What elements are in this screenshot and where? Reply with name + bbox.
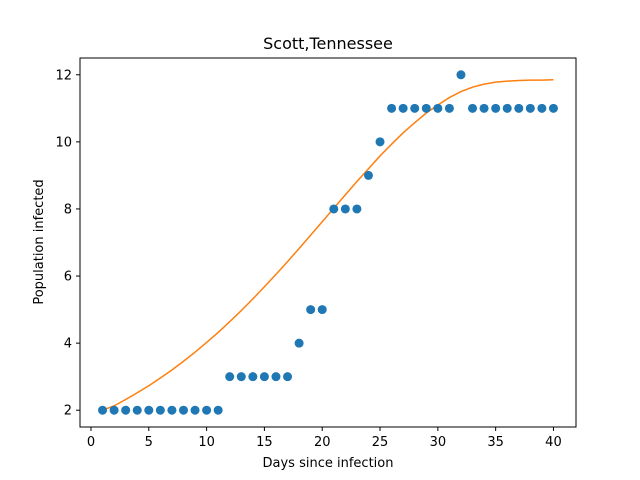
- x-tick-label: 25: [372, 435, 389, 450]
- data-point: [329, 204, 339, 214]
- data-point: [456, 70, 466, 80]
- data-point: [271, 372, 281, 382]
- data-point: [121, 405, 131, 415]
- data-point: [259, 372, 269, 382]
- fit-line: [102, 79, 554, 411]
- x-tick-label: 40: [545, 435, 562, 450]
- plot-frame: [79, 57, 577, 428]
- y-tick-label: 8: [64, 202, 72, 217]
- y-axis-label: Population infected: [32, 179, 47, 304]
- data-point: [213, 405, 223, 415]
- y-tick-label: 6: [64, 270, 72, 285]
- x-tick-label: 5: [145, 435, 153, 450]
- data-point: [468, 103, 478, 113]
- data-point: [537, 103, 547, 113]
- data-point: [178, 405, 188, 415]
- data-point: [202, 405, 212, 415]
- data-point: [236, 372, 246, 382]
- x-tick-label: 20: [314, 435, 331, 450]
- data-point: [502, 103, 512, 113]
- data-point: [306, 305, 316, 315]
- data-point: [525, 103, 535, 113]
- data-point: [375, 137, 385, 147]
- data-point: [155, 405, 165, 415]
- y-tick-label: 2: [64, 404, 72, 419]
- data-point: [387, 103, 397, 113]
- y-tick-label: 12: [55, 68, 72, 83]
- data-point: [317, 305, 327, 315]
- data-point: [491, 103, 501, 113]
- data-point: [352, 204, 362, 214]
- data-point: [167, 405, 177, 415]
- x-axis-label: Days since infection: [263, 456, 394, 471]
- x-tick-label: 0: [87, 435, 95, 450]
- x-tick-label: 10: [198, 435, 215, 450]
- data-point: [340, 204, 350, 214]
- y-tick-label: 10: [55, 135, 72, 150]
- data-point: [433, 103, 443, 113]
- data-point: [548, 103, 558, 113]
- data-point: [248, 372, 258, 382]
- y-tick-label: 4: [64, 337, 72, 352]
- x-axis: 0 5 10 15 20 25 30 35 40: [87, 427, 562, 450]
- data-point: [144, 405, 154, 415]
- data-point: [479, 103, 489, 113]
- data-point: [132, 405, 142, 415]
- y-axis: 2 4 6 8 10 12: [55, 68, 80, 419]
- data-point: [514, 103, 524, 113]
- data-point: [283, 372, 293, 382]
- x-tick-label: 35: [487, 435, 504, 450]
- data-point: [363, 170, 373, 180]
- data-point: [398, 103, 408, 113]
- data-point: [444, 103, 454, 113]
- plot-area: [98, 70, 558, 415]
- x-tick-label: 30: [430, 435, 447, 450]
- data-point: [225, 372, 235, 382]
- data-point: [421, 103, 431, 113]
- data-point: [109, 405, 119, 415]
- data-point: [98, 405, 108, 415]
- x-tick-label: 15: [256, 435, 273, 450]
- data-point: [410, 103, 420, 113]
- data-point: [294, 338, 304, 348]
- chart-title: Scott,Tennessee: [263, 34, 393, 53]
- data-point: [190, 405, 200, 415]
